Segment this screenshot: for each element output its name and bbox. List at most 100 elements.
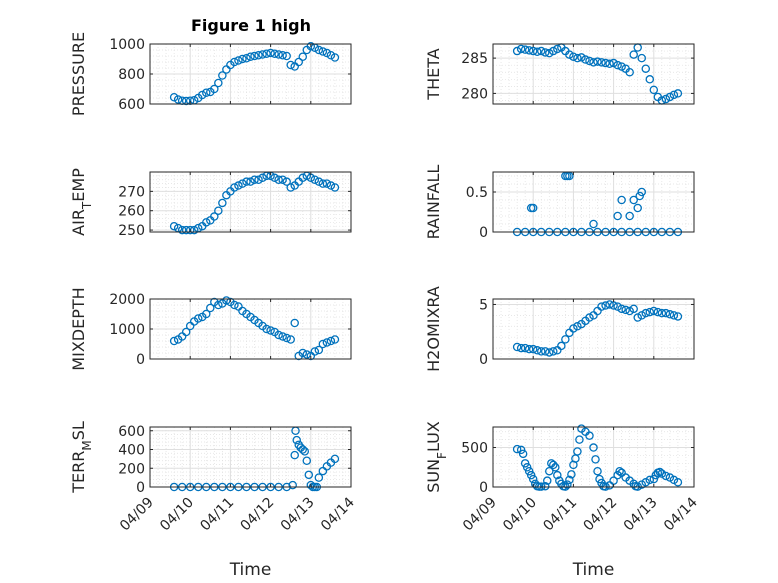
y-tick-label: 1000 (109, 37, 145, 53)
x-tick-label: 04/11 (197, 495, 237, 535)
data-point (169, 221, 179, 231)
data-point (202, 309, 211, 319)
data-point (617, 304, 626, 314)
data-point (518, 449, 528, 459)
y-axis-label: AIRTEMP (69, 168, 94, 236)
y-axis-label: MIXDEPTH (69, 287, 88, 370)
data-point (298, 52, 308, 62)
y-tick-label: 0 (136, 352, 145, 368)
data-point (230, 57, 239, 67)
data-point (633, 313, 642, 322)
data-point (649, 474, 659, 484)
data-point (258, 173, 267, 183)
data-point (230, 183, 239, 192)
data-point (613, 211, 622, 221)
data-point (541, 481, 550, 491)
data-point (536, 46, 546, 56)
data-point (314, 45, 324, 55)
data-point (589, 58, 598, 67)
data-point (541, 48, 550, 57)
data-point (520, 45, 530, 54)
data-point (669, 90, 679, 100)
data-point (314, 345, 324, 355)
x-tick-label: 04/13 (278, 495, 318, 535)
data-point (254, 175, 263, 184)
data-point (645, 475, 655, 485)
x-tick-label: 04/14 (318, 494, 358, 534)
data-point (230, 300, 239, 310)
subplot-h2omixra: 0 5 H2OMIXRA (424, 286, 695, 372)
data-point (516, 44, 526, 54)
data-point (597, 58, 606, 67)
data-point (585, 56, 594, 66)
data-point (302, 456, 312, 465)
data-point (613, 60, 622, 70)
data-point (561, 335, 570, 344)
data-point (528, 203, 538, 213)
data-point (242, 54, 251, 63)
data-point (629, 50, 638, 59)
data-point (524, 344, 534, 354)
data-point (655, 467, 665, 477)
y-axis-label: RAINFALL (424, 165, 443, 240)
data-point (294, 57, 303, 67)
data-point (330, 183, 340, 192)
x-tick-label: 04/12 (581, 495, 621, 535)
data-point (553, 44, 562, 54)
data-point (621, 305, 630, 315)
data-point (298, 173, 308, 183)
y-tick-label: 270 (118, 184, 145, 200)
data-point (270, 173, 279, 183)
data-point (330, 335, 340, 344)
data-point (597, 302, 606, 311)
axes-box (149, 426, 352, 488)
data-point (202, 218, 211, 227)
data-point (551, 463, 560, 472)
x-tick-label: 04/13 (621, 495, 661, 535)
data-point (567, 470, 576, 479)
data-point (330, 53, 340, 62)
data-point (278, 332, 287, 341)
data-point (210, 84, 219, 94)
y-tick-label: 260 (118, 204, 145, 220)
data-point (270, 49, 279, 59)
data-point (605, 300, 614, 309)
axes-box (492, 426, 695, 488)
data-point (304, 470, 314, 480)
data-point (657, 308, 667, 318)
data-point (310, 347, 320, 356)
data-point (520, 459, 530, 468)
data-point (234, 56, 243, 65)
y-axis-label: THETA (424, 48, 443, 100)
data-point (302, 350, 312, 359)
data-point (635, 191, 644, 201)
data-point (214, 78, 223, 88)
y-tick-label: 200 (118, 461, 145, 477)
x-tick-label: 04/12 (238, 495, 278, 535)
y-tick-label: 600 (118, 424, 145, 440)
data-point (633, 203, 642, 213)
data-point (653, 307, 663, 317)
data-point (543, 476, 552, 485)
subplot-theta: 280 285 THETA (424, 43, 695, 105)
axes-box (492, 298, 695, 360)
data-point (300, 447, 310, 456)
data-point (673, 478, 683, 487)
data-point (661, 94, 671, 104)
y-tick-label: 800 (118, 67, 145, 83)
data-point (512, 46, 522, 56)
data-point (278, 51, 287, 60)
data-point (569, 52, 578, 61)
y-axis-label: SUNFLUX (424, 421, 449, 493)
data-point (322, 338, 332, 347)
data-point (545, 466, 554, 476)
y-tick-label: 0 (136, 480, 145, 496)
data-point (641, 64, 651, 73)
data-point (282, 177, 291, 186)
data-point (673, 312, 683, 321)
data-point (218, 198, 227, 208)
data-point (206, 303, 215, 313)
data-point (665, 92, 675, 102)
data-point (310, 175, 320, 184)
